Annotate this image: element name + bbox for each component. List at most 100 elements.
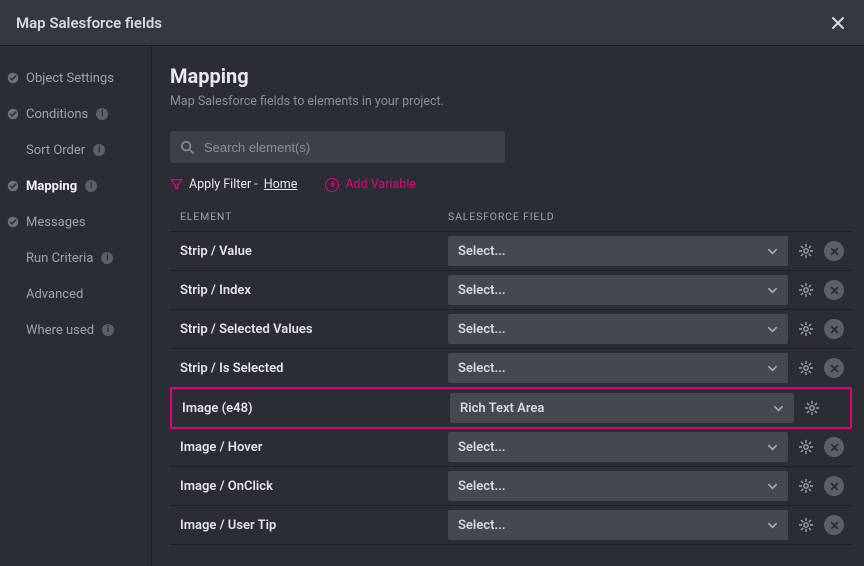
salesforce-field-select[interactable]: Select... xyxy=(448,314,788,344)
sidebar-item-label: Sort Order xyxy=(26,143,85,158)
apply-filter-label: Apply Filter - xyxy=(189,177,258,192)
col-salesforce-field: SALESFORCE FIELD xyxy=(448,210,852,223)
plus-icon: + xyxy=(325,178,339,192)
search-input[interactable] xyxy=(204,140,495,155)
main-panel: Mapping Map Salesforce fields to element… xyxy=(152,46,864,566)
element-name: Strip / Is Selected xyxy=(180,361,448,376)
column-headers: ELEMENT SALESFORCE FIELD xyxy=(170,210,852,231)
sidebar-item-label: Mapping xyxy=(26,179,77,194)
filter-icon xyxy=(170,178,183,191)
titlebar: Map Salesforce fields xyxy=(0,0,864,46)
apply-filter-home: Home xyxy=(264,177,298,192)
select-value: Select... xyxy=(458,283,506,298)
col-element: ELEMENT xyxy=(180,210,448,223)
salesforce-field-select[interactable]: Select... xyxy=(448,353,788,383)
element-name: Image / OnClick xyxy=(180,479,448,494)
settings-button[interactable] xyxy=(802,398,822,418)
settings-button[interactable] xyxy=(796,476,816,496)
page-title: Mapping xyxy=(170,64,852,88)
element-name: Image (e48) xyxy=(182,401,450,416)
map-fields-modal: Map Salesforce fields Object Settings Con… xyxy=(0,0,864,566)
sidebar-item-label: Messages xyxy=(26,215,86,230)
select-value: Select... xyxy=(458,322,506,337)
element-name: Image / Hover xyxy=(180,440,448,455)
select-value: Select... xyxy=(458,361,506,376)
search-icon xyxy=(180,140,194,154)
mapping-rows: Strip / Value Select... Strip / Index Selec… xyxy=(170,231,852,566)
sidebar-item-run-criteria[interactable]: Run Criteria i xyxy=(0,240,151,276)
sidebar-item-label: Object Settings xyxy=(26,71,114,86)
chevron-down-icon xyxy=(767,324,778,335)
info-icon: i xyxy=(101,252,113,264)
chevron-down-icon xyxy=(767,363,778,374)
add-variable[interactable]: + Add Variable xyxy=(325,177,416,192)
settings-button[interactable] xyxy=(796,515,816,535)
info-icon: i xyxy=(93,144,105,156)
sidebar-item-label: Conditions xyxy=(26,107,88,122)
action-row: Apply Filter - Home + Add Variable xyxy=(170,177,852,192)
settings-button[interactable] xyxy=(796,358,816,378)
sidebar-item-sort-order[interactable]: Sort Order i xyxy=(0,132,151,168)
element-name: Strip / Value xyxy=(180,244,448,259)
remove-button[interactable] xyxy=(824,358,844,378)
close-button[interactable] xyxy=(826,11,850,35)
page-subtitle: Map Salesforce fields to elements in you… xyxy=(170,94,852,109)
remove-button[interactable] xyxy=(824,437,844,457)
modal-title: Map Salesforce fields xyxy=(16,14,162,32)
salesforce-field-select[interactable]: Select... xyxy=(448,275,788,305)
chevron-down-icon xyxy=(767,246,778,257)
settings-button[interactable] xyxy=(796,437,816,457)
remove-button[interactable] xyxy=(824,515,844,535)
apply-filter[interactable]: Apply Filter - Home xyxy=(170,177,297,192)
select-value: Select... xyxy=(458,479,506,494)
sidebar-item-mapping[interactable]: Mapping i xyxy=(0,168,151,204)
sidebar-item-label: Advanced xyxy=(26,287,83,302)
sidebar-item-label: Run Criteria xyxy=(26,251,93,266)
element-name: Strip / Index xyxy=(180,283,448,298)
check-icon xyxy=(6,71,20,85)
salesforce-field-select[interactable]: Select... xyxy=(448,471,788,501)
salesforce-field-select[interactable]: Select... xyxy=(448,432,788,462)
sidebar-item-advanced[interactable]: Advanced xyxy=(0,276,151,312)
sidebar: Object SettingsConditionsiSort OrderiMap… xyxy=(0,46,152,566)
mapping-row: Strip / Value Select... xyxy=(170,232,852,271)
select-value: Select... xyxy=(458,244,506,259)
info-icon: i xyxy=(102,324,114,336)
mapping-row: Strip / Is Selected Select... xyxy=(170,349,852,388)
settings-button[interactable] xyxy=(796,319,816,339)
mapping-row: Strip / Selected Values Select... xyxy=(170,310,852,349)
remove-button[interactable] xyxy=(824,280,844,300)
sidebar-item-object-settings[interactable]: Object Settings xyxy=(0,60,151,96)
info-icon: i xyxy=(96,108,108,120)
element-name: Image / User Tip xyxy=(180,518,448,533)
check-icon xyxy=(6,107,20,121)
salesforce-field-select[interactable]: Select... xyxy=(448,236,788,266)
chevron-down-icon xyxy=(767,481,778,492)
element-name: Strip / Selected Values xyxy=(180,322,448,337)
check-icon xyxy=(6,179,20,193)
sidebar-item-messages[interactable]: Messages xyxy=(0,204,151,240)
salesforce-field-select[interactable]: Select... xyxy=(448,510,788,540)
chevron-down-icon xyxy=(767,442,778,453)
select-value: Select... xyxy=(458,440,506,455)
select-value: Select... xyxy=(458,518,506,533)
remove-button[interactable] xyxy=(824,319,844,339)
mapping-row: Strip / Index Select... xyxy=(170,271,852,310)
mapping-row: Image / Hover Select... xyxy=(170,428,852,467)
chevron-down-icon xyxy=(767,520,778,531)
info-icon: i xyxy=(85,180,97,192)
settings-button[interactable] xyxy=(796,280,816,300)
chevron-down-icon xyxy=(767,285,778,296)
settings-button[interactable] xyxy=(796,241,816,261)
sidebar-item-label: Where used xyxy=(26,323,94,338)
remove-button[interactable] xyxy=(824,476,844,496)
salesforce-field-select[interactable]: Rich Text Area xyxy=(450,393,794,423)
check-icon xyxy=(6,215,20,229)
search-container xyxy=(170,131,505,163)
sidebar-item-conditions[interactable]: Conditions i xyxy=(0,96,151,132)
sidebar-item-where-used[interactable]: Where used i xyxy=(0,312,151,348)
remove-button[interactable] xyxy=(824,241,844,261)
mapping-row: Image (e48)Rich Text Area xyxy=(170,387,852,429)
add-variable-label: Add Variable xyxy=(345,177,416,192)
chevron-down-icon xyxy=(773,403,784,414)
